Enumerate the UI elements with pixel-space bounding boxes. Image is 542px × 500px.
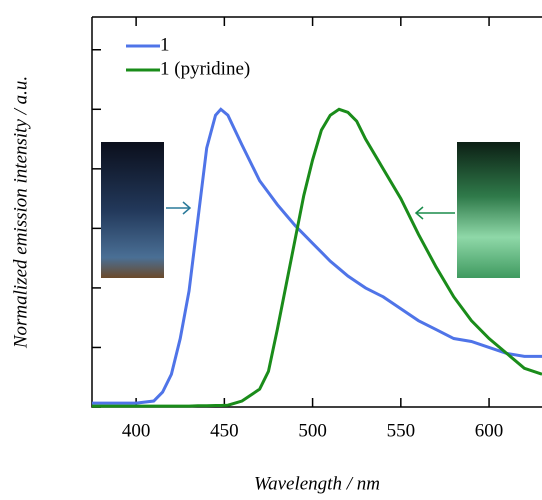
x-axis-label: Wavelength / nm (254, 473, 380, 494)
x-tick-label: 450 (210, 420, 239, 441)
arrow (166, 201, 192, 215)
legend-label: 1 (160, 34, 170, 55)
inset-photo (457, 142, 520, 278)
y-axis-label: Normalized emission intensity / a.u. (10, 76, 31, 349)
x-tick-label: 550 (387, 420, 416, 441)
arrow (414, 206, 455, 220)
x-tick-label: 600 (475, 420, 504, 441)
x-tick-label: 400 (122, 420, 151, 441)
legend-label: 1 (pyridine) (160, 58, 250, 79)
inset-photo (101, 142, 164, 278)
series-line (92, 107, 542, 405)
series-line (92, 107, 542, 408)
plot-area (101, 142, 520, 278)
x-tick-label: 500 (298, 420, 327, 441)
